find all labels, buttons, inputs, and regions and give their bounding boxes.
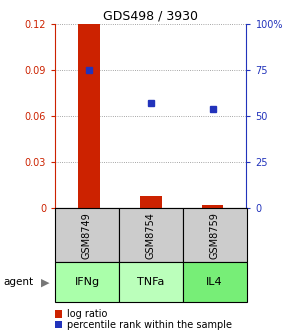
Text: IL4: IL4 <box>206 277 223 287</box>
Bar <box>55 262 119 302</box>
Bar <box>183 208 246 262</box>
Bar <box>140 196 162 208</box>
Text: GSM8754: GSM8754 <box>146 212 156 259</box>
Bar <box>119 208 183 262</box>
Title: GDS498 / 3930: GDS498 / 3930 <box>103 9 198 23</box>
Text: agent: agent <box>3 277 33 287</box>
Bar <box>202 205 223 208</box>
Text: TNFa: TNFa <box>137 277 164 287</box>
Text: GSM8759: GSM8759 <box>210 212 220 259</box>
Text: ▶: ▶ <box>41 277 49 287</box>
Text: log ratio: log ratio <box>67 309 107 319</box>
Bar <box>78 24 100 208</box>
Bar <box>55 208 119 262</box>
Bar <box>119 262 183 302</box>
Text: IFNg: IFNg <box>75 277 99 287</box>
Text: percentile rank within the sample: percentile rank within the sample <box>67 320 232 330</box>
Bar <box>183 262 246 302</box>
Text: GSM8749: GSM8749 <box>82 212 92 259</box>
